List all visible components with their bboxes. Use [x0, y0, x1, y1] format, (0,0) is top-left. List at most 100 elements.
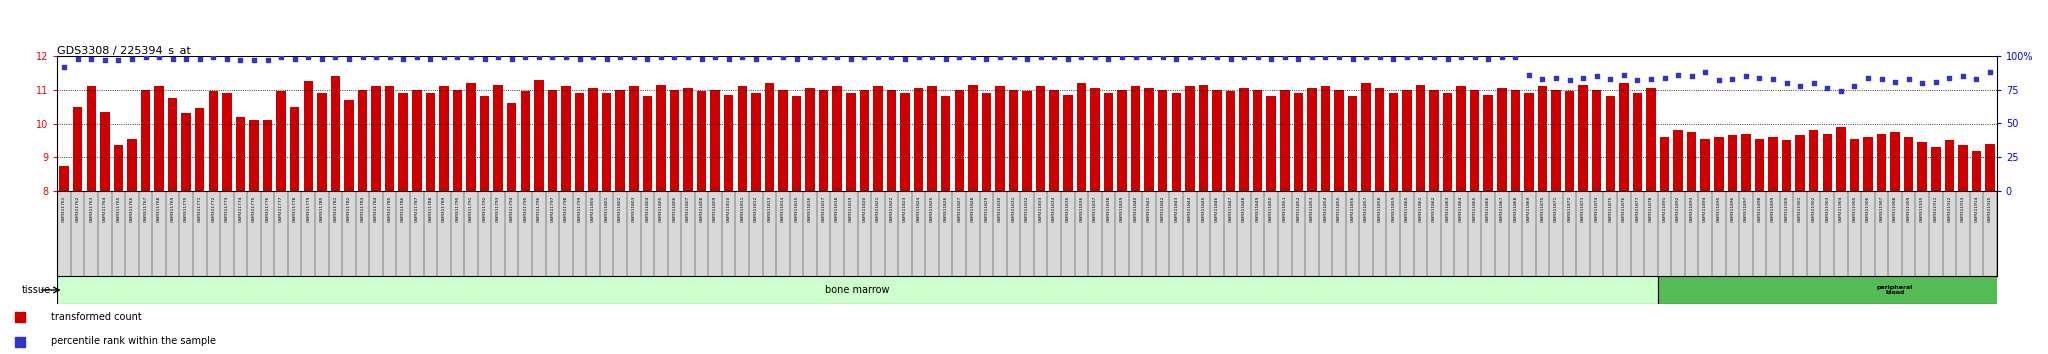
- Text: GSM311851: GSM311851: [1282, 195, 1286, 222]
- Text: GSM311915: GSM311915: [1989, 195, 1993, 222]
- Text: GSM311876: GSM311876: [1622, 195, 1626, 222]
- Text: GSM311871: GSM311871: [1554, 195, 1559, 222]
- Point: [698, 55, 731, 60]
- Text: GSM311802: GSM311802: [618, 195, 623, 222]
- Point: [1567, 75, 1599, 80]
- Point: [1188, 55, 1221, 60]
- Text: GSM311797: GSM311797: [551, 195, 555, 222]
- Text: GSM311765: GSM311765: [117, 195, 121, 222]
- Bar: [793, 97, 801, 191]
- Bar: [1849, 139, 1860, 191]
- Bar: [221, 93, 231, 191]
- Bar: [1606, 97, 1616, 191]
- Text: GSM311893: GSM311893: [1690, 195, 1694, 222]
- Text: GSM311863: GSM311863: [1446, 195, 1450, 222]
- Text: GSM311782: GSM311782: [346, 195, 350, 222]
- Point: [1444, 55, 1477, 60]
- Text: GSM311830: GSM311830: [997, 195, 1001, 222]
- Bar: [1632, 93, 1642, 191]
- Point: [1690, 69, 1722, 75]
- Point: [170, 56, 203, 62]
- Bar: [57, 276, 1657, 304]
- Text: GSM311814: GSM311814: [780, 195, 784, 222]
- Point: [1769, 80, 1802, 86]
- Text: GSM311866: GSM311866: [1487, 195, 1491, 222]
- Point: [360, 55, 393, 60]
- Bar: [711, 90, 721, 191]
- Point: [1974, 69, 2007, 75]
- Point: [1309, 55, 1341, 60]
- Text: GSM311813: GSM311813: [768, 195, 772, 222]
- Text: GSM311796: GSM311796: [537, 195, 541, 222]
- Bar: [1700, 139, 1710, 191]
- Point: [1038, 55, 1071, 60]
- Bar: [1389, 93, 1399, 191]
- Text: GSM311895: GSM311895: [1716, 195, 1720, 222]
- Bar: [154, 86, 164, 191]
- Text: GSM311805: GSM311805: [659, 195, 664, 222]
- Point: [983, 55, 1016, 60]
- Bar: [1321, 86, 1331, 191]
- Point: [88, 57, 121, 63]
- Text: GSM311820: GSM311820: [862, 195, 866, 222]
- Text: GSM311819: GSM311819: [848, 195, 852, 222]
- Bar: [1864, 137, 1872, 191]
- Text: GSM311826: GSM311826: [944, 195, 948, 222]
- Bar: [291, 107, 299, 191]
- Text: GSM311817: GSM311817: [821, 195, 825, 222]
- Text: GSM311768: GSM311768: [158, 195, 162, 222]
- Bar: [940, 97, 950, 191]
- Point: [1376, 56, 1409, 62]
- Point: [184, 56, 217, 62]
- Bar: [1755, 139, 1763, 191]
- Point: [1946, 73, 1978, 79]
- Text: percentile rank within the sample: percentile rank within the sample: [51, 337, 217, 347]
- Bar: [1497, 88, 1507, 191]
- Text: GSM311801: GSM311801: [604, 195, 608, 222]
- Point: [1513, 72, 1546, 78]
- Bar: [831, 86, 842, 191]
- Text: GSM311778: GSM311778: [293, 195, 297, 222]
- Bar: [1362, 83, 1370, 191]
- Bar: [1171, 93, 1182, 191]
- Text: GSM311905: GSM311905: [1851, 195, 1855, 222]
- Text: GSM311767: GSM311767: [143, 195, 147, 222]
- Bar: [1876, 133, 1886, 191]
- Bar: [1538, 86, 1546, 191]
- Point: [211, 56, 244, 62]
- Text: GSM311792: GSM311792: [483, 195, 487, 222]
- Bar: [195, 108, 205, 191]
- Point: [1194, 212, 1227, 218]
- Bar: [1374, 88, 1384, 191]
- Bar: [1647, 88, 1655, 191]
- Text: GSM311781: GSM311781: [334, 195, 338, 222]
- Point: [1473, 56, 1505, 62]
- Text: GSM311852: GSM311852: [1296, 195, 1300, 222]
- Text: GSM311825: GSM311825: [930, 195, 934, 222]
- Point: [1608, 72, 1640, 78]
- Text: GSM311896: GSM311896: [1731, 195, 1735, 222]
- Text: GSM311798: GSM311798: [563, 195, 567, 222]
- Text: GSM311899: GSM311899: [1772, 195, 1776, 222]
- Point: [874, 55, 907, 60]
- Point: [1810, 86, 1843, 91]
- Text: GSM311911: GSM311911: [1933, 195, 1937, 222]
- Point: [129, 55, 162, 60]
- Point: [1634, 76, 1667, 82]
- Text: GSM311897: GSM311897: [1745, 195, 1747, 222]
- Point: [889, 56, 922, 62]
- Text: GDS3308 / 225394_s_at: GDS3308 / 225394_s_at: [57, 45, 190, 56]
- Point: [1241, 55, 1274, 60]
- Text: GSM311877: GSM311877: [1636, 195, 1638, 222]
- Bar: [1198, 85, 1208, 191]
- Point: [508, 55, 541, 60]
- Text: GSM311821: GSM311821: [877, 195, 881, 222]
- Point: [1159, 56, 1192, 62]
- Text: GSM311804: GSM311804: [645, 195, 649, 222]
- Bar: [1118, 90, 1126, 191]
- Bar: [1729, 135, 1737, 191]
- Text: GSM311832: GSM311832: [1026, 195, 1028, 222]
- Point: [549, 55, 582, 60]
- Text: GSM311811: GSM311811: [739, 195, 743, 222]
- Text: GSM311787: GSM311787: [416, 195, 418, 222]
